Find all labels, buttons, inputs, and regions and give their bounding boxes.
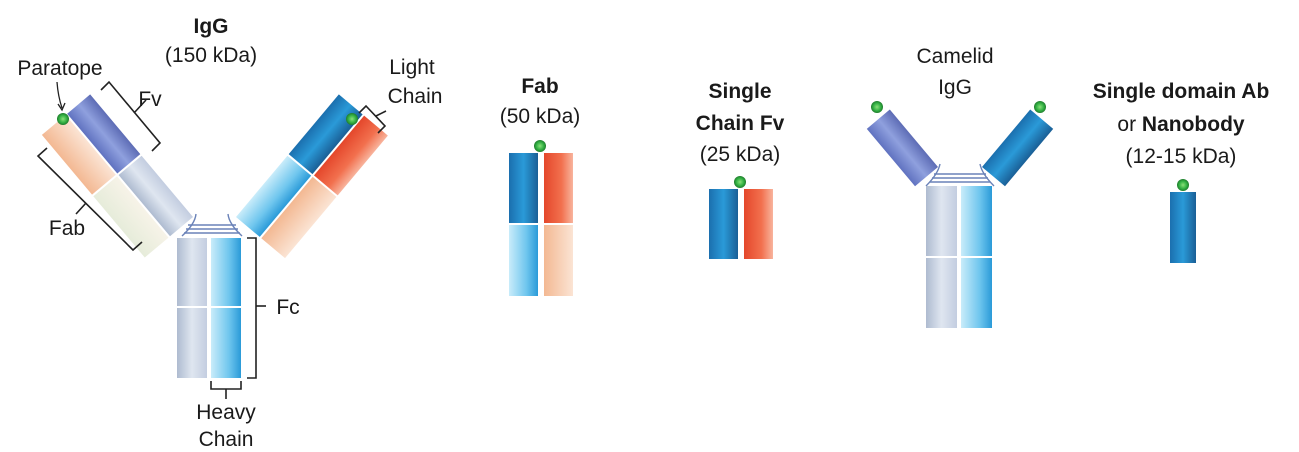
igg-title: IgG (193, 15, 229, 38)
heavy-chain-bracket (210, 381, 242, 390)
camelid-right-vhh (982, 109, 1054, 187)
igg-right-vl-light (313, 115, 388, 196)
fc-label: Fc (276, 296, 300, 319)
igg-left-vl-light (41, 115, 116, 195)
fab-vl (544, 153, 573, 223)
camelid-fc-left-lower (926, 258, 957, 328)
igg-right-ch1-heavy (236, 155, 312, 237)
paratope-dot (734, 176, 746, 188)
paratope-dot (534, 140, 546, 152)
heavy-chain-label-1: Heavy (196, 401, 256, 424)
scfv-vh (709, 189, 738, 259)
igg-fc-left-upper (177, 238, 207, 306)
igg-right-arm (236, 94, 388, 259)
nanobody-title-prefix: or (1117, 113, 1137, 136)
heavy-chain-label-2: Chain (198, 428, 254, 451)
camelid-fc-right-lower (961, 258, 992, 328)
nanobody-title-2: or Nanobody (1066, 113, 1296, 137)
nanobody-mass: (12-15 kDa) (1125, 145, 1237, 168)
igg-fc-right-lower (211, 308, 241, 378)
paratope-dot (1177, 179, 1189, 191)
brackets (36, 80, 387, 399)
fc-bracket (247, 237, 257, 379)
igg-right-cl-light (261, 176, 337, 259)
nanobody-title-1: Single domain Ab (1092, 80, 1270, 103)
scfv-fragment (709, 176, 773, 259)
scfv-title-2: Chain Fv (695, 112, 785, 135)
camelid-title-2: IgG (938, 76, 972, 99)
igg-hinge (181, 213, 243, 237)
scfv-mass: (25 kDa) (699, 143, 781, 166)
fab-mass: (50 kDa) (499, 105, 581, 128)
igg-mass: (150 kDa) (164, 44, 258, 67)
paratope-arrow (56, 81, 63, 109)
paratope-arrowhead (57, 102, 66, 112)
nanobody-vhh (1170, 192, 1196, 263)
paratope-dot (1034, 101, 1046, 113)
light-chain-bracket (358, 104, 387, 134)
scfv-vl (744, 189, 773, 259)
igg-fc-right-upper (211, 238, 241, 306)
camelid-igg (866, 101, 1054, 328)
light-chain-label-1: Light (389, 56, 435, 79)
camelid-fc-right-upper (961, 186, 992, 256)
camelid-fc-left-upper (926, 186, 957, 256)
paratope-dot (346, 113, 358, 125)
igg-right-vh-heavy (288, 94, 363, 175)
light-chain-label-2: Chain (387, 85, 443, 108)
fv-label: Fv (138, 88, 162, 111)
fab-cl (544, 225, 573, 296)
scfv-title-1: Single (708, 80, 772, 103)
paratope-dot (57, 113, 69, 125)
nanobody-title-bold: Nanobody (1141, 113, 1245, 136)
igg-left-arm (41, 94, 193, 258)
camelid-left-vhh (866, 109, 938, 187)
fab-vh (509, 153, 538, 223)
nanobody (1170, 179, 1196, 263)
igg-left-vh-heavy (67, 94, 141, 174)
igg-fc-left-lower (177, 308, 207, 378)
fab-ch1 (509, 225, 538, 296)
paratope-dot (871, 101, 883, 113)
fab-fragment (509, 140, 573, 296)
fab-title: Fab (521, 75, 559, 98)
paratope-label: Paratope (17, 57, 103, 80)
igg-left-ch1-heavy (118, 155, 193, 237)
igg-left-cl-light (93, 176, 169, 258)
fab-label-igg: Fab (48, 217, 86, 240)
camelid-hinge (925, 163, 995, 187)
camelid-title-1: Camelid (916, 45, 994, 68)
igg-antibody (36, 80, 388, 399)
